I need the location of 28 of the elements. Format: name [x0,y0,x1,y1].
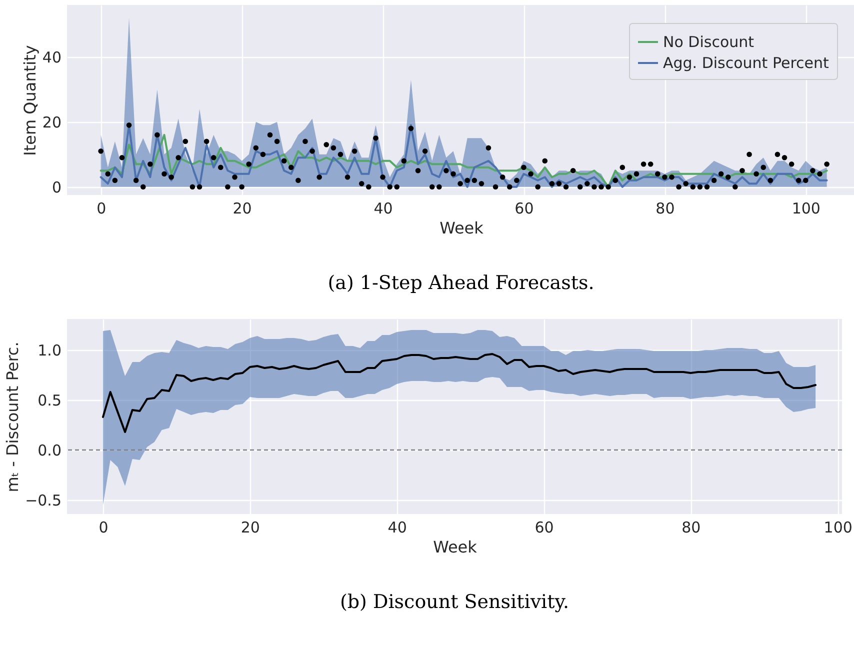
x-tick-label: 0 [96,200,106,218]
x-tick-label: 40 [374,200,393,218]
x-tick-label: 100 [792,200,820,218]
x-tick-label: 20 [240,518,260,536]
y-tick-label: 0.0 [38,442,62,460]
text: (a) 1-Step Ahead Forecasts. [328,272,594,294]
legend-label: Agg. Discount Percent [663,54,830,72]
x-tick-label: 80 [682,518,701,536]
y-tick-label: 0 [52,178,62,196]
x-tick-label: 0 [98,518,108,536]
y-tick-label: 1.0 [38,342,62,360]
y-tick-label: 40 [42,48,62,66]
x-tick-label: 40 [388,518,407,536]
x-axis-title: Week [440,218,484,238]
y-tick-label: 0.5 [38,392,62,410]
y-axis-title: mₜ - Discount Perc. [3,342,22,492]
y-axis-title: Item Quantity [20,45,40,156]
x-tick-label: 60 [514,200,534,218]
text: (b) Discount Sensitivity. [340,591,570,613]
x-axis-title: Week [433,538,478,556]
y-tick-label: −0.5 [25,492,62,510]
legend-label: No Discount [663,33,754,51]
x-tick-label: 100 [824,518,852,536]
y-tick-label: 20 [42,113,62,132]
x-tick-label: 20 [232,200,252,218]
line-series [102,353,817,433]
x-tick-label: 80 [656,200,675,218]
x-tick-label: 60 [534,518,554,536]
